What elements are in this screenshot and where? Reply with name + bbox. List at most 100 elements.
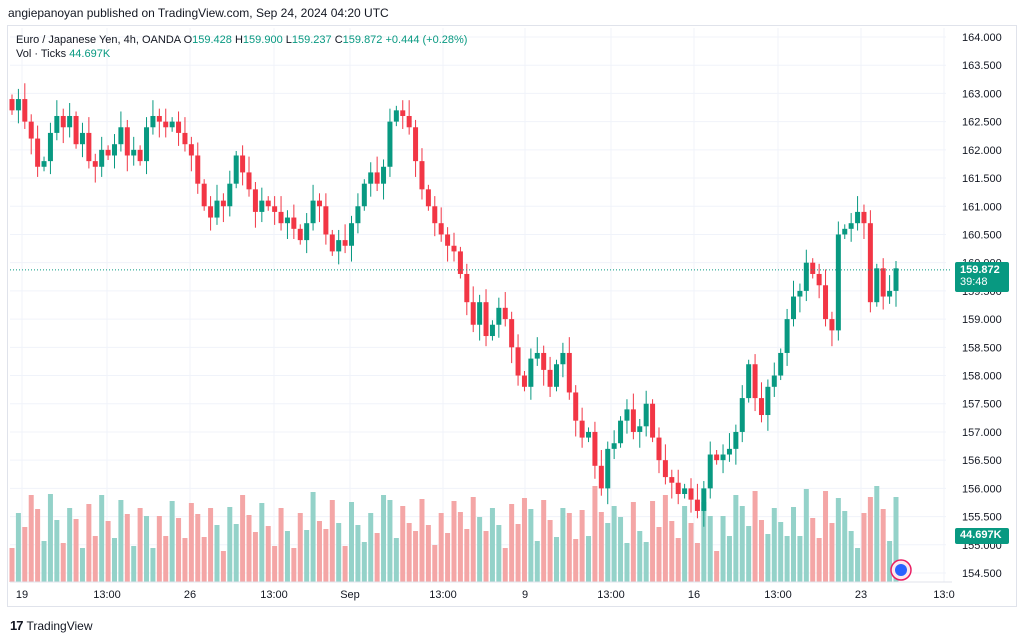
- candle-body: [323, 206, 329, 235]
- volume-bar: [355, 525, 361, 582]
- candle-body: [823, 285, 829, 320]
- volume-bar: [823, 491, 829, 582]
- candle-body: [720, 454, 726, 461]
- candle-body: [9, 99, 15, 111]
- volume-bar: [252, 532, 258, 582]
- volume-bar: [688, 523, 694, 582]
- candle-body: [726, 448, 732, 455]
- volume-bar: [419, 499, 425, 582]
- volume-bar: [541, 500, 547, 582]
- volume-bar: [669, 521, 675, 582]
- candle-body: [874, 268, 880, 303]
- x-tick-label: 9: [522, 589, 528, 601]
- volume-bar: [720, 516, 726, 582]
- volume-bar: [291, 548, 297, 582]
- candle-body: [579, 420, 585, 438]
- volume-bar: [778, 522, 784, 582]
- last-volume-tag: 44.697K: [955, 528, 1009, 544]
- candle-body: [630, 409, 636, 432]
- volume-bar: [169, 501, 175, 582]
- footer[interactable]: ⁠17 TradingView: [10, 618, 93, 633]
- volume-bar: [445, 533, 451, 582]
- volume-bar: [771, 508, 777, 582]
- countdown: 39:48: [960, 276, 988, 288]
- volume-bar: [137, 508, 143, 582]
- candle-body: [278, 211, 284, 224]
- volume-bar: [278, 508, 284, 582]
- volume-bar: [816, 538, 822, 582]
- candle-body: [137, 149, 143, 162]
- candle-body: [252, 189, 258, 212]
- candle-body: [739, 398, 745, 432]
- volume-bar: [842, 511, 848, 582]
- volume-bar: [560, 508, 566, 582]
- volume-bar: [611, 506, 617, 582]
- candle-body: [54, 115, 60, 133]
- candle-body: [457, 251, 463, 274]
- volume-bar: [182, 538, 188, 582]
- volume-bar: [425, 525, 431, 582]
- candle-body: [240, 155, 246, 173]
- volume-bar: [297, 513, 303, 582]
- volume-bar: [150, 548, 156, 582]
- volume-bar: [579, 510, 585, 582]
- candle-body: [566, 352, 572, 393]
- volume-bar: [208, 508, 214, 582]
- volume-bar: [387, 500, 393, 582]
- volume-bar: [246, 515, 252, 582]
- volume-bar: [880, 509, 886, 582]
- candle-body: [310, 200, 316, 224]
- volume-bar: [643, 542, 649, 582]
- volume-bar: [662, 495, 668, 582]
- candle-body: [387, 121, 393, 167]
- candle-body: [733, 431, 739, 449]
- open-label: O: [183, 34, 193, 46]
- y-tick-label: 161.500: [962, 173, 1002, 185]
- candle-body: [618, 420, 624, 444]
- high-label: H: [234, 34, 243, 46]
- candle-body: [374, 172, 380, 184]
- volume-bar: [496, 525, 502, 582]
- candle-body: [329, 234, 335, 252]
- candle-body: [496, 307, 502, 325]
- volume-bar: [144, 516, 150, 582]
- candle-body: [451, 245, 457, 252]
- volume-bar: [393, 538, 399, 582]
- volume-bar: [758, 520, 764, 582]
- candle-body: [707, 454, 713, 489]
- candle-body: [861, 211, 867, 224]
- brand-name: TradingView: [26, 618, 93, 633]
- volume-bar: [867, 497, 873, 582]
- candle-body: [829, 319, 835, 331]
- candle-body: [752, 364, 758, 399]
- volume-bar: [515, 524, 521, 582]
- y-tick-label: 158.500: [962, 342, 1002, 354]
- volume-bar: [893, 497, 899, 582]
- candle-body: [188, 144, 194, 156]
- candle-body: [541, 352, 547, 370]
- candle-body: [316, 200, 322, 207]
- candle-body: [15, 99, 21, 111]
- volume-bar: [35, 509, 41, 582]
- candle-body: [233, 155, 239, 184]
- candle-body: [438, 223, 444, 235]
- candle-body: [169, 121, 175, 128]
- volume-bar: [566, 513, 572, 582]
- volume-bar: [630, 502, 636, 582]
- volume-bar: [413, 531, 419, 582]
- candle-body: [413, 127, 419, 162]
- y-tick-label: 162.500: [962, 117, 1002, 129]
- candle-body: [393, 110, 399, 122]
- volume-bar: [105, 521, 111, 582]
- candle-body: [272, 206, 278, 212]
- candle-body: [284, 217, 290, 224]
- candle-body: [105, 149, 111, 156]
- volume-bar: [15, 513, 21, 582]
- candle-body: [464, 273, 470, 303]
- candle-body: [669, 477, 675, 483]
- volume-bar: [624, 543, 630, 582]
- x-tick-label: 13:00: [429, 589, 457, 601]
- candle-body: [470, 302, 476, 325]
- volume-bar: [92, 536, 98, 582]
